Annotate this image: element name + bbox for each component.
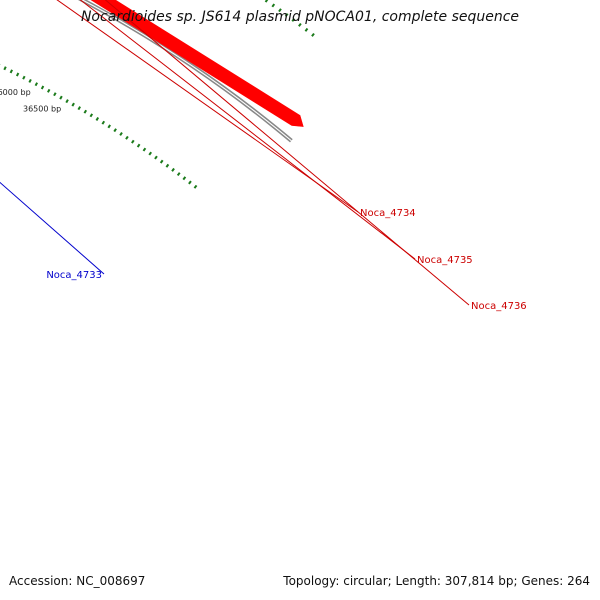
inner-tick-mark [3, 66, 7, 71]
outer-tick-mark [304, 27, 309, 32]
inner-tick-mark [119, 131, 123, 136]
backbone-layer [77, 0, 293, 143]
outer-tick-mark [298, 22, 302, 27]
tick-label: 36500 bp [23, 104, 61, 113]
inner-tick-mark [15, 72, 20, 77]
topology-text: Topology: circular; Length: 307,814 bp; … [283, 574, 590, 588]
inner-tick-mark [176, 172, 181, 177]
inner-tick-mark [188, 180, 192, 185]
gene-leader-line [56, 0, 359, 213]
page-title: Nocardioides sp. JS614 plasmid pNOCA01, … [80, 9, 520, 25]
inner-tick-mark [77, 106, 81, 111]
inner-tick-mark [22, 75, 26, 80]
backbone-gap [81, 0, 292, 142]
outer-tick-mark [271, 3, 276, 8]
inner-tick-mark [113, 128, 117, 133]
gene-leader-line [104, 0, 470, 306]
tick-label-layer: 32000 bp32500 bp33000 bp33500 bp34000 bp… [0, 88, 61, 113]
inner-tick-mark [142, 147, 147, 152]
inner-tick-mark [9, 69, 13, 74]
gene-label: Noca_4733 [46, 270, 102, 281]
inner-tick-mark [28, 78, 32, 83]
inner-tick-mark [154, 155, 158, 160]
inner-tick-mark [34, 82, 39, 87]
gene-leader-line [0, 181, 105, 275]
gene-label: Noca_4735 [417, 255, 473, 266]
accession-text: Accession: NC_008697 [9, 574, 146, 588]
inner-tick-mark [101, 120, 106, 125]
inner-tick-mark [95, 117, 100, 121]
inner-tick-mark [125, 135, 129, 140]
inner-tick-mark [136, 143, 141, 148]
gene-layer [90, 0, 304, 127]
inner-tick-mark [65, 99, 69, 104]
inner-tick-mark [165, 163, 170, 168]
outer-tick-mark [284, 13, 289, 18]
tick-track [0, 0, 315, 189]
inner-tick-mark [107, 124, 111, 129]
inner-tick-mark [59, 95, 63, 100]
inner-tick-mark [171, 167, 175, 172]
tick-label: 36000 bp [0, 88, 31, 97]
outer-tick-mark [291, 18, 296, 22]
inner-tick-mark [47, 88, 51, 93]
inner-tick-mark [193, 184, 198, 189]
gene-label: Noca_4734 [360, 208, 416, 219]
inner-tick-mark [83, 109, 88, 114]
gene-label: Noca_4736 [471, 301, 527, 312]
outer-tick-mark [264, 0, 269, 3]
inner-tick-mark [131, 139, 135, 144]
inner-tick-mark [159, 159, 164, 164]
inner-tick-mark [40, 85, 45, 90]
inner-tick-mark [71, 102, 75, 107]
outer-tick-mark [311, 32, 315, 37]
inner-tick-mark [148, 151, 153, 156]
forward-gene-red-d [90, 0, 304, 127]
inner-tick-mark [182, 176, 187, 181]
inner-tick-mark [53, 92, 57, 97]
gene-label-layer: Noca_4733 Noca_4734 Noca_4735 Noca_4736 [0, 0, 527, 312]
outer-tick-mark [278, 8, 282, 13]
inner-tick-mark [89, 113, 94, 118]
gene-leader-line [79, 0, 416, 260]
